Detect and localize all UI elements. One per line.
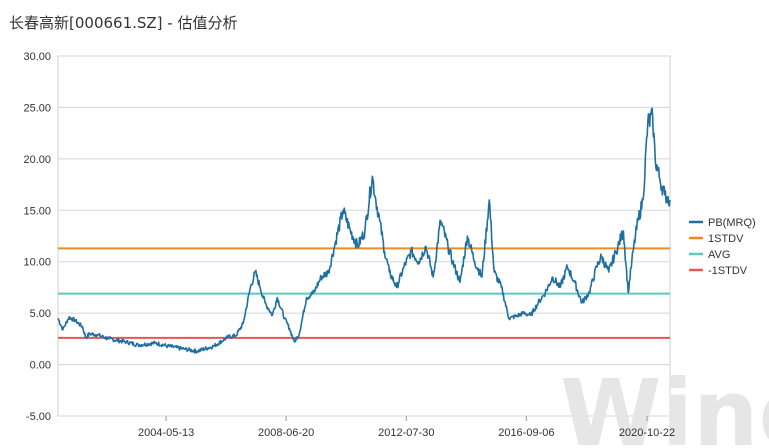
y-tick-label: 25.00 — [23, 102, 51, 114]
y-tick-label: 5.00 — [30, 308, 51, 320]
y-tick-label: 15.00 — [23, 205, 51, 217]
x-tick-label: 2004-05-13 — [138, 427, 194, 439]
y-tick-label: 0.00 — [30, 360, 51, 372]
x-tick-label: 2016-09-06 — [498, 427, 554, 439]
legend-label: AVG — [708, 249, 730, 261]
grid — [57, 55, 671, 417]
chart-title: 长春高新[000661.SZ] - 估值分析 — [9, 14, 238, 32]
y-axis: 30.00 25.00 20.00 15.00 10.00 5.00 0.00 -5.00 — [23, 51, 51, 423]
y-tick-label: 10.00 — [23, 257, 51, 269]
x-tick-label: 2012-07-30 — [378, 427, 434, 439]
watermark: Wind — [560, 360, 769, 448]
x-tick-label: 2020-10-22 — [619, 427, 675, 439]
legend: PB(MRQ) 1STDV AVG -1STDV — [689, 217, 756, 277]
x-axis: 2004-05-13 2008-06-20 2012-07-30 2016-09-06… — [138, 416, 675, 439]
legend-label: 1STDV — [708, 233, 744, 245]
wind-watermark: Wind — [560, 360, 769, 448]
legend-label: -1STDV — [708, 265, 748, 277]
series-layer — [57, 107, 671, 354]
y-tick-label: -5.00 — [26, 411, 51, 423]
series-line-pb-mrq — [57, 107, 671, 354]
legend-label: PB(MRQ) — [708, 217, 756, 229]
y-tick-label: 30.00 — [23, 51, 51, 63]
y-tick-label: 20.00 — [23, 154, 51, 166]
reference-lines — [58, 247, 670, 339]
x-tick-label: 2008-06-20 — [258, 427, 314, 439]
